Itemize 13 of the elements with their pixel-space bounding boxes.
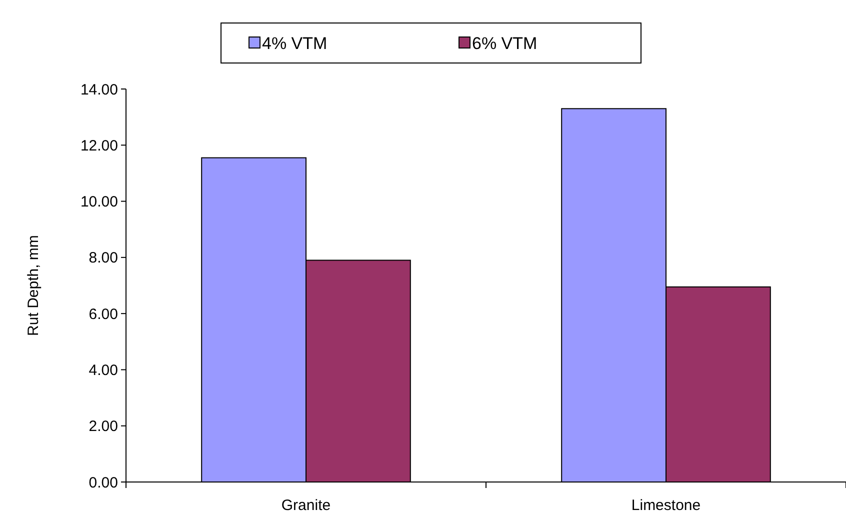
y-tick-label: 10.00 (80, 194, 118, 211)
y-tick-label: 6.00 (88, 306, 118, 323)
y-tick-label: 8.00 (88, 250, 118, 267)
y-tick-label: 14.00 (80, 81, 118, 98)
legend-label: 6% VTM (472, 34, 538, 53)
x-tick-label: Limestone (631, 497, 701, 514)
x-tick-label: Granite (281, 497, 331, 514)
y-axis-title: Rut Depth, mm (25, 235, 42, 336)
y-tick-label: 2.00 (88, 418, 118, 436)
legend-label: 4% VTM (262, 34, 328, 53)
y-tick-label: 12.00 (80, 137, 118, 154)
y-tick-label: 0.00 (88, 474, 118, 492)
y-tick-label: 4.00 (88, 362, 118, 379)
